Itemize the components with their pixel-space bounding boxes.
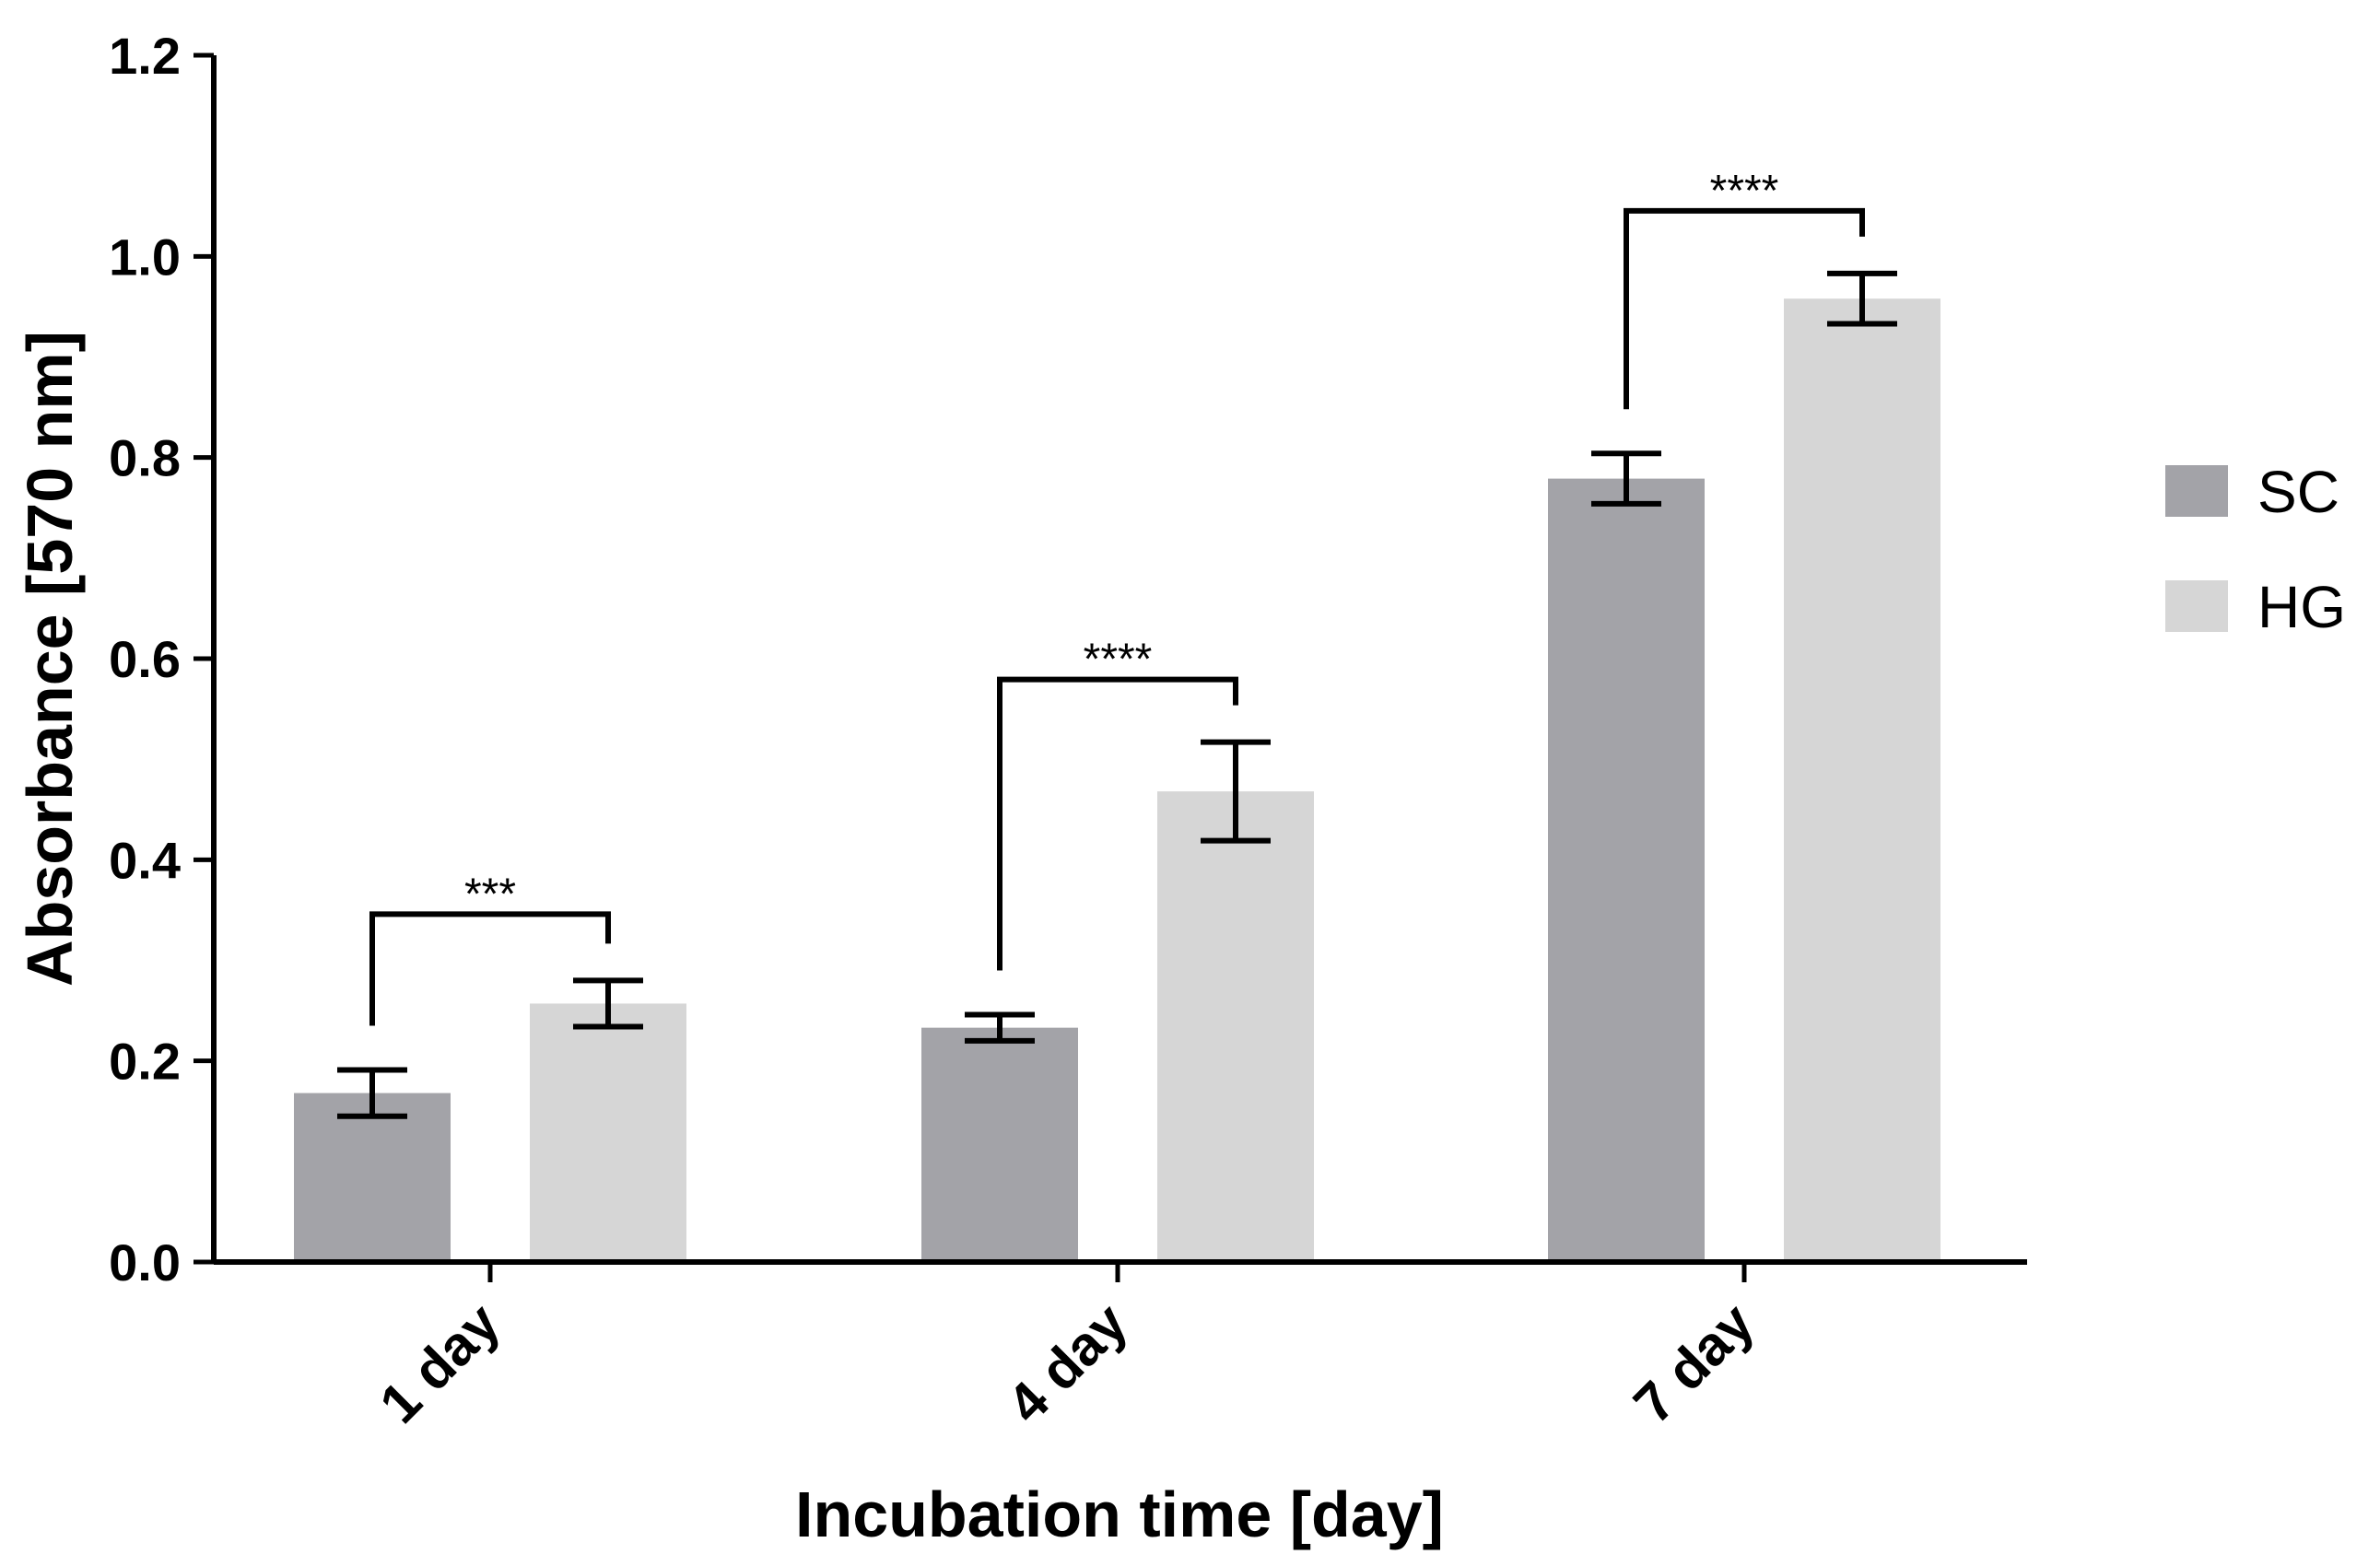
legend: SC HG	[2165, 459, 2346, 640]
error-bars-layer	[337, 270, 1897, 1119]
error-bar-hg-3	[1827, 270, 1897, 327]
y-tick-label: 0.6	[109, 630, 181, 688]
x-tick-label: 7 day	[1622, 1291, 1765, 1434]
error-bar-hg-1	[573, 977, 643, 1030]
error-bar-sc-3	[1591, 450, 1661, 507]
x-tick-label: 4 day	[995, 1291, 1139, 1434]
x-ticks-layer: 1 day 4 day 7 day	[368, 1262, 1766, 1435]
error-bar-hg-2	[1201, 739, 1271, 844]
significance-label-3: ****	[1710, 167, 1779, 216]
bar-sc-3	[1548, 478, 1705, 1262]
legend-swatch-hg	[2165, 580, 2228, 632]
legend-label-hg: HG	[2257, 574, 2346, 640]
error-bar-sc-1	[337, 1067, 407, 1119]
bar-hg-1	[530, 1003, 686, 1262]
legend-label-sc: SC	[2257, 459, 2339, 525]
significance-bracket-1	[369, 911, 611, 1026]
significance-label-1: ***	[464, 870, 516, 918]
bar-hg-2	[1157, 791, 1314, 1262]
y-tick-label: 0.2	[109, 1033, 181, 1091]
bar-sc-2	[921, 1027, 1078, 1262]
y-tick-label: 1.0	[109, 228, 181, 286]
significance-bracket-3	[1624, 207, 1865, 410]
y-tick-label: 0.8	[109, 429, 181, 487]
y-tick-label: 0.4	[109, 831, 181, 889]
bars-layer	[294, 298, 1940, 1262]
significance-bracket-2	[997, 676, 1238, 971]
x-tick-label: 1 day	[368, 1291, 511, 1434]
significance-layer: ***********	[369, 167, 1865, 1026]
y-tick-label: 1.2	[109, 27, 181, 85]
error-bar-sc-2	[965, 1011, 1035, 1044]
significance-label-2: ****	[1084, 636, 1153, 684]
y-tick-label: 0.0	[109, 1233, 181, 1291]
legend-swatch-sc	[2165, 465, 2228, 517]
y-ticks-layer: 0.0 0.2 0.4 0.6 0.8 1.0 1.2	[109, 27, 214, 1291]
y-axis-title: Absorbance [570 nm]	[14, 331, 86, 987]
x-axis-title: Incubation time [day]	[795, 1478, 1444, 1550]
bar-hg-3	[1784, 298, 1940, 1262]
bar-sc-1	[294, 1093, 451, 1262]
